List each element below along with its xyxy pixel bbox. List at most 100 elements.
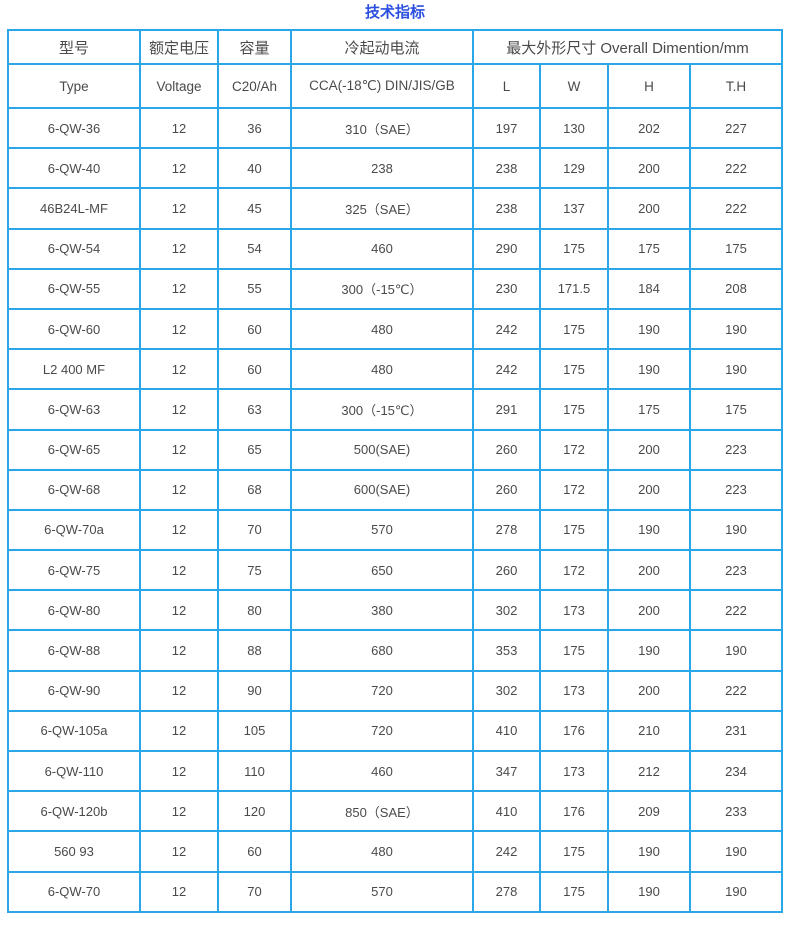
- cell-model: 560 93: [6, 830, 141, 873]
- cell-height: 190: [606, 348, 691, 391]
- cell-cca: 300（-15℃）: [289, 267, 474, 310]
- cell-capacity: 105: [216, 709, 292, 753]
- cell-width: 130: [538, 106, 609, 150]
- cell-capacity: 63: [216, 388, 292, 431]
- col-header-model-cn: 型号: [6, 29, 141, 65]
- cell-capacity: 68: [216, 468, 292, 511]
- spec-table: 型号 额定电压 容量 冷起动电流 最大外形尺寸 Overall Dimentio…: [6, 29, 784, 913]
- cell-height: 210: [606, 709, 691, 753]
- table-row: 6-QW-60 12 60 480 242 175 190 190: [6, 307, 784, 351]
- cell-cca: 850（SAE）: [289, 790, 474, 833]
- cell-width: 175: [538, 388, 609, 431]
- cell-length: 291: [471, 388, 541, 431]
- cell-voltage: 12: [138, 106, 219, 150]
- cell-voltage: 12: [138, 388, 219, 431]
- cell-voltage: 12: [138, 669, 219, 712]
- table-row: 6-QW-54 12 54 460 290 175 175 175: [6, 227, 784, 270]
- cell-total-height: 208: [688, 267, 784, 310]
- cell-width: 175: [538, 227, 609, 270]
- table-row: L2 400 MF 12 60 480 242 175 190 190: [6, 348, 784, 391]
- col-header-length: L: [471, 63, 541, 109]
- page-title: 技术指标: [364, 4, 425, 21]
- col-header-height: H: [606, 63, 691, 109]
- cell-model: 6-QW-110: [6, 749, 141, 793]
- col-header-type: Type: [6, 63, 141, 109]
- cell-capacity: 40: [216, 147, 292, 190]
- cell-capacity: 45: [216, 187, 292, 230]
- cell-voltage: 12: [138, 870, 219, 913]
- cell-capacity: 36: [216, 106, 292, 150]
- cell-model: 6-QW-54: [6, 227, 141, 270]
- cell-width: 173: [538, 589, 609, 632]
- cell-capacity: 120: [216, 790, 292, 833]
- cell-cca: 680: [289, 629, 474, 672]
- col-header-width: W: [538, 63, 609, 109]
- cell-model: 6-QW-88: [6, 629, 141, 672]
- cell-voltage: 12: [138, 830, 219, 873]
- cell-capacity: 70: [216, 508, 292, 552]
- cell-height: 175: [606, 227, 691, 270]
- cell-model: 6-QW-70: [6, 870, 141, 913]
- table-row: 6-QW-90 12 90 720 302 173 200 222: [6, 669, 784, 712]
- cell-voltage: 12: [138, 468, 219, 511]
- table-row: 6-QW-70 12 70 570 278 175 190 190: [6, 870, 784, 913]
- cell-voltage: 12: [138, 589, 219, 632]
- cell-width: 175: [538, 348, 609, 391]
- cell-capacity: 60: [216, 348, 292, 391]
- cell-width: 175: [538, 307, 609, 351]
- cell-voltage: 12: [138, 187, 219, 230]
- cell-length: 410: [471, 709, 541, 753]
- cell-model: 6-QW-40: [6, 147, 141, 190]
- cell-total-height: 190: [688, 307, 784, 351]
- table-row: 6-QW-105a 12 105 720 410 176 210 231: [6, 709, 784, 753]
- cell-height: 190: [606, 830, 691, 873]
- cell-height: 200: [606, 589, 691, 632]
- cell-height: 202: [606, 106, 691, 150]
- cell-cca: 720: [289, 709, 474, 753]
- cell-capacity: 65: [216, 428, 292, 471]
- cell-width: 175: [538, 830, 609, 873]
- cell-model: 6-QW-80: [6, 589, 141, 632]
- cell-voltage: 12: [138, 348, 219, 391]
- cell-capacity: 80: [216, 589, 292, 632]
- col-header-capacity: C20/Ah: [216, 63, 292, 109]
- cell-capacity: 60: [216, 307, 292, 351]
- cell-height: 212: [606, 749, 691, 793]
- header-row-cn: 型号 额定电压 容量 冷起动电流 最大外形尺寸 Overall Dimentio…: [6, 29, 784, 65]
- table-row: 6-QW-88 12 88 680 353 175 190 190: [6, 629, 784, 672]
- cell-width: 171.5: [538, 267, 609, 310]
- cell-height: 175: [606, 388, 691, 431]
- table-row: 6-QW-40 12 40 238 238 129 200 222: [6, 147, 784, 190]
- cell-height: 209: [606, 790, 691, 833]
- cell-total-height: 190: [688, 830, 784, 873]
- cell-length: 260: [471, 428, 541, 471]
- cell-model: 6-QW-75: [6, 549, 141, 592]
- cell-total-height: 190: [688, 870, 784, 913]
- table-row: 6-QW-68 12 68 600(SAE) 260 172 200 223: [6, 468, 784, 511]
- cell-cca: 600(SAE): [289, 468, 474, 511]
- cell-length: 302: [471, 669, 541, 712]
- cell-capacity: 54: [216, 227, 292, 270]
- table-header: 型号 额定电压 容量 冷起动电流 最大外形尺寸 Overall Dimentio…: [6, 29, 784, 109]
- cell-voltage: 12: [138, 629, 219, 672]
- col-header-voltage: Voltage: [138, 63, 219, 109]
- cell-width: 172: [538, 428, 609, 471]
- cell-width: 175: [538, 870, 609, 913]
- cell-model: L2 400 MF: [6, 348, 141, 391]
- cell-cca: 500(SAE): [289, 428, 474, 471]
- cell-voltage: 12: [138, 267, 219, 310]
- table-row: 6-QW-55 12 55 300（-15℃） 230 171.5 184 208: [6, 267, 784, 310]
- cell-capacity: 90: [216, 669, 292, 712]
- table-body: 6-QW-36 12 36 310（SAE） 197 130 202 227 6-QW-40 12…: [6, 106, 784, 913]
- cell-total-height: 175: [688, 388, 784, 431]
- cell-model: 6-QW-120b: [6, 790, 141, 833]
- cell-cca: 480: [289, 830, 474, 873]
- cell-cca: 238: [289, 147, 474, 190]
- cell-length: 353: [471, 629, 541, 672]
- table-row: 6-QW-36 12 36 310（SAE） 197 130 202 227: [6, 106, 784, 150]
- cell-model: 46B24L-MF: [6, 187, 141, 230]
- cell-capacity: 60: [216, 830, 292, 873]
- cell-total-height: 222: [688, 669, 784, 712]
- cell-length: 290: [471, 227, 541, 270]
- cell-total-height: 223: [688, 468, 784, 511]
